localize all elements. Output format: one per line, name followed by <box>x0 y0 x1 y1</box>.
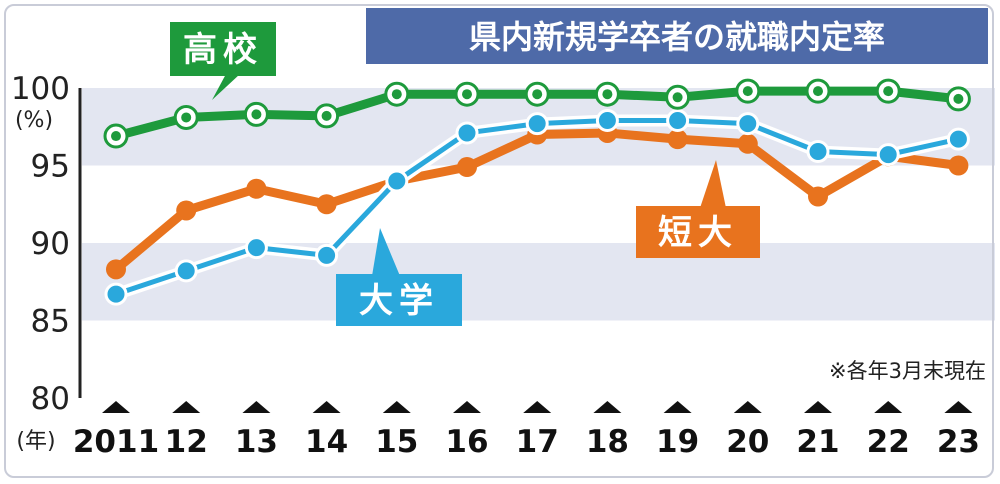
chart-title-box: 県内新規学卒者の就職内定率 <box>366 8 988 64</box>
point-大学-2011 <box>104 282 128 306</box>
point-大学-21 <box>806 140 830 164</box>
point-大学-12 <box>174 259 198 283</box>
point-大学-18 <box>595 109 619 133</box>
x-tick-13: 13 <box>235 424 278 460</box>
chart-title: 県内新規学卒者の就職内定率 <box>469 18 885 56</box>
x-tick-17: 17 <box>516 424 559 460</box>
point-core-高校-18 <box>602 89 613 100</box>
x-marker-21 <box>804 401 832 413</box>
y-tick-95: 95 <box>31 149 70 185</box>
x-tick-20: 20 <box>726 424 769 460</box>
label-box-短大 <box>636 206 760 258</box>
x-marker-2011 <box>102 401 130 413</box>
label-box-高校 <box>170 22 276 76</box>
label-pointer-高校 <box>212 74 240 100</box>
point-大学-16 <box>455 121 479 145</box>
point-core-高校-19 <box>672 92 683 103</box>
chart-title-background <box>366 8 988 64</box>
x-tick-15: 15 <box>375 424 418 460</box>
x-marker-23 <box>944 401 973 413</box>
label-text-大学: 大学 <box>359 281 439 321</box>
point-core-高校-21 <box>813 86 823 97</box>
point-短大-16 <box>457 157 477 178</box>
x-marker-15 <box>382 401 411 413</box>
point-core-高校-2011 <box>111 131 121 142</box>
y-tick-100: 100 <box>11 71 70 107</box>
point-core-高校-12 <box>181 112 192 123</box>
x-tick-16: 16 <box>445 424 488 460</box>
x-marker-16 <box>453 401 481 413</box>
point-core-高校-20 <box>742 86 753 97</box>
label-box-大学 <box>336 274 462 326</box>
label-text-短大: 短大 <box>658 213 738 253</box>
x-axis-unit: (年) <box>16 429 55 454</box>
label-高校: 高校 <box>170 22 276 100</box>
x-tick-14: 14 <box>305 424 348 460</box>
point-core-高校-23 <box>953 93 964 104</box>
y-axis-unit: (%) <box>15 108 53 133</box>
point-大学-15 <box>385 169 409 193</box>
chart-note: ※各年3月末現在 <box>829 359 986 383</box>
y-tick-90: 90 <box>31 226 70 262</box>
point-core-高校-17 <box>532 89 543 100</box>
y-tick-85: 85 <box>31 304 70 340</box>
x-marker-14 <box>312 401 341 413</box>
point-短大-23 <box>948 155 969 176</box>
label-短大: 短大 <box>636 160 760 258</box>
x-tick-2011: 2011 <box>73 424 159 460</box>
x-marker-12 <box>172 401 201 413</box>
series-高校 <box>103 78 971 149</box>
x-marker-19 <box>663 401 692 413</box>
point-core-高校-15 <box>391 89 402 100</box>
point-大学-14 <box>315 243 339 267</box>
point-短大-2011 <box>106 259 126 280</box>
x-tick-22: 22 <box>867 424 910 460</box>
y-tick-80: 80 <box>31 381 70 417</box>
x-marker-22 <box>874 401 903 413</box>
series-大学 <box>104 109 970 306</box>
point-大学-17 <box>525 112 549 136</box>
point-短大-13 <box>246 178 267 199</box>
point-短大-21 <box>808 186 828 207</box>
x-tick-labels: 2011 12 13 14 15 16 17 18 19 20 21 22 23 <box>73 424 980 460</box>
point-core-高校-16 <box>462 89 472 100</box>
x-tick-12: 12 <box>165 424 208 460</box>
label-大学: 大学 <box>336 228 462 326</box>
x-tick-18: 18 <box>586 424 629 460</box>
x-tick-23: 23 <box>937 424 980 460</box>
x-marker-20 <box>733 401 762 413</box>
point-短大-20 <box>737 133 758 154</box>
label-pointer-大学 <box>372 228 400 276</box>
series-lines <box>103 78 971 306</box>
label-pointer-短大 <box>700 160 726 208</box>
point-core-高校-14 <box>321 110 332 121</box>
point-短大-14 <box>316 194 337 215</box>
point-大学-20 <box>736 112 760 136</box>
y-tick-labels: 80 85 90 95 100 <box>11 71 70 417</box>
x-tick-markers <box>102 401 973 413</box>
x-marker-13 <box>242 401 271 413</box>
label-text-高校: 高校 <box>183 30 263 70</box>
point-大学-22 <box>876 143 900 167</box>
x-tick-21: 21 <box>796 424 839 460</box>
point-core-高校-22 <box>883 86 894 97</box>
x-tick-19: 19 <box>656 424 699 460</box>
point-大学-13 <box>244 236 268 260</box>
x-marker-17 <box>523 401 552 413</box>
point-短大-12 <box>176 200 197 221</box>
x-marker-18 <box>593 401 622 413</box>
point-core-高校-13 <box>251 109 262 120</box>
point-大学-19 <box>666 109 690 133</box>
point-短大-19 <box>667 129 688 150</box>
point-大学-23 <box>946 127 970 151</box>
